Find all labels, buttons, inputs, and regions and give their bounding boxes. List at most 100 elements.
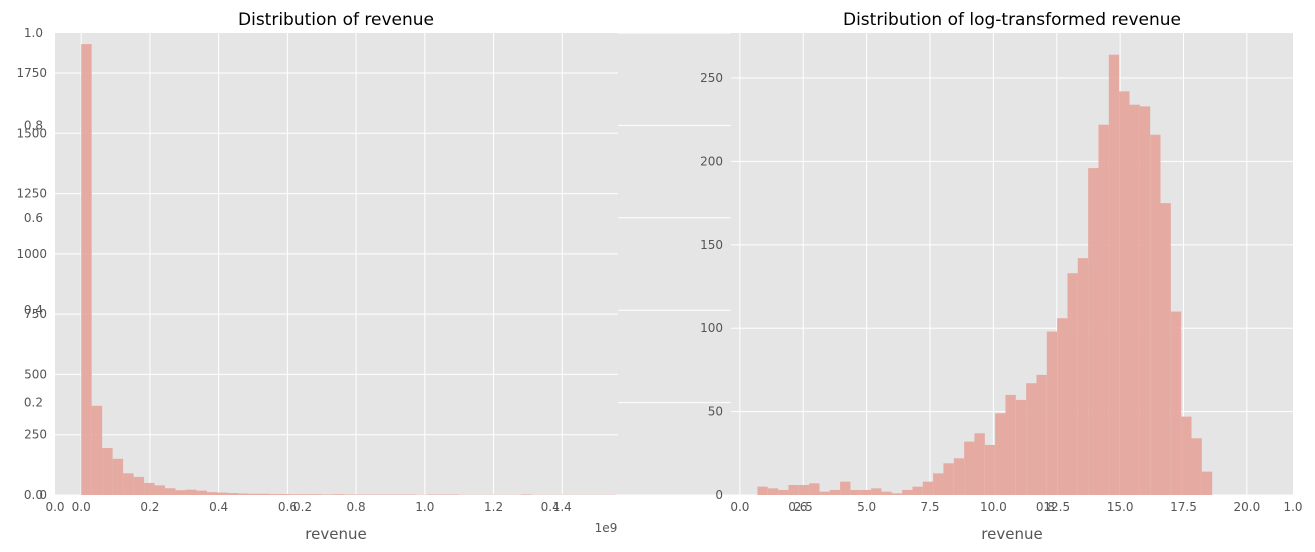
revenue-x-tick-label: 0.8 bbox=[347, 500, 366, 514]
log-revenue-histogram: 0.0 2.5 5.0 7.5 10.0 12.5 15.0 17.5 20.0 0 50 100 1… bbox=[700, 10, 1293, 543]
log-revenue-y-tick-label: 200 bbox=[700, 154, 723, 168]
revenue-x-tick-label: 0.0 bbox=[72, 500, 91, 514]
log-revenue-bar bbox=[984, 444, 996, 495]
revenue-y-tick-label: 500 bbox=[24, 367, 47, 381]
revenue-plot-area bbox=[55, 33, 618, 495]
revenue-bar bbox=[206, 492, 218, 495]
log-revenue-bar bbox=[922, 481, 934, 495]
background-y-tick-label: 0.0 bbox=[24, 488, 43, 502]
log-revenue-bar bbox=[1108, 54, 1120, 495]
log-revenue-x-tick-label: 10.0 bbox=[980, 500, 1007, 514]
background-x-tick-label: 0.8 bbox=[1036, 500, 1055, 514]
background-y-tick-label: 0.4 bbox=[24, 303, 43, 317]
revenue-y-tick-label: 1250 bbox=[16, 187, 47, 201]
log-revenue-bar bbox=[871, 488, 882, 495]
revenue-x-axis-label: revenue bbox=[305, 525, 366, 543]
log-revenue-bar bbox=[1046, 331, 1058, 495]
log-revenue-bar bbox=[1139, 106, 1151, 495]
revenue-bar bbox=[81, 44, 92, 495]
background-y-tick-label: 0.2 bbox=[24, 396, 43, 410]
revenue-bar bbox=[175, 490, 186, 495]
revenue-x-tick-label: 0.6 bbox=[278, 500, 297, 514]
log-revenue-bar bbox=[1026, 383, 1037, 495]
revenue-bar bbox=[227, 493, 239, 495]
revenue-x-ticks: 0.0 0.2 0.4 0.6 0.8 1.0 1.2 1.4 bbox=[72, 500, 572, 514]
log-revenue-y-ticks: 0 50 100 150 200 250 bbox=[700, 71, 723, 502]
revenue-bar bbox=[165, 488, 176, 495]
log-revenue-bar bbox=[1191, 438, 1202, 495]
revenue-y-tick-label: 1000 bbox=[16, 247, 47, 261]
log-revenue-bar bbox=[1160, 203, 1171, 495]
log-revenue-bar bbox=[1098, 124, 1109, 495]
log-revenue-y-tick-label: 50 bbox=[708, 405, 723, 419]
log-revenue-bar bbox=[788, 484, 799, 495]
log-revenue-bar bbox=[809, 483, 820, 495]
log-revenue-bar bbox=[1088, 168, 1099, 495]
log-revenue-bar bbox=[902, 489, 913, 495]
log-revenue-bar bbox=[1181, 416, 1192, 495]
revenue-x-offset-label: 1e9 bbox=[595, 521, 618, 535]
log-revenue-bar bbox=[964, 441, 975, 495]
revenue-bar bbox=[269, 494, 281, 495]
log-revenue-x-axis-label: revenue bbox=[981, 525, 1042, 543]
log-revenue-bar bbox=[1067, 273, 1078, 495]
background-x-tick-label: 1.0 bbox=[1283, 500, 1302, 514]
revenue-y-tick-label: 1500 bbox=[16, 126, 47, 140]
background-x-tick-label: 0.0 bbox=[45, 500, 64, 514]
revenue-chart-title: Distribution of revenue bbox=[238, 10, 434, 30]
log-revenue-bar bbox=[881, 491, 892, 495]
log-revenue-x-tick-label: 12.5 bbox=[1043, 500, 1070, 514]
revenue-bar bbox=[102, 447, 113, 495]
log-revenue-bar bbox=[1036, 374, 1047, 495]
background-y-tick-label: 0.6 bbox=[24, 211, 43, 225]
log-revenue-y-tick-label: 0 bbox=[715, 488, 723, 502]
log-revenue-bar bbox=[953, 458, 965, 495]
log-revenue-bar bbox=[1057, 318, 1068, 495]
log-revenue-x-tick-label: 7.5 bbox=[920, 500, 939, 514]
log-revenue-bar bbox=[1005, 394, 1016, 495]
log-revenue-y-tick-label: 150 bbox=[700, 238, 723, 252]
log-revenue-bar bbox=[767, 488, 779, 495]
log-revenue-bar bbox=[1129, 104, 1140, 495]
revenue-x-tick-label: 0.4 bbox=[209, 500, 228, 514]
log-revenue-bar bbox=[1015, 399, 1027, 495]
revenue-bar bbox=[301, 494, 312, 495]
revenue-x-tick-label: 1.4 bbox=[553, 500, 572, 514]
log-revenue-y-tick-label: 100 bbox=[700, 321, 723, 335]
background-axes-ticks: 0.0 0.2 0.4 0.6 0.8 1.0 0.0 0.2 0.4 0.6 0.8 1.0 bbox=[24, 26, 1303, 514]
revenue-grid bbox=[55, 33, 618, 496]
revenue-y-tick-label: 1750 bbox=[16, 66, 47, 80]
revenue-bar bbox=[91, 405, 103, 495]
log-revenue-bars bbox=[757, 54, 1213, 496]
revenue-bar bbox=[217, 492, 228, 495]
revenue-bars bbox=[81, 44, 616, 495]
log-revenue-bar bbox=[850, 489, 861, 495]
log-revenue-chart-title: Distribution of log-transformed revenue bbox=[843, 10, 1181, 30]
log-revenue-bar bbox=[1150, 134, 1161, 496]
revenue-y-tick-label: 0 bbox=[39, 488, 47, 502]
revenue-bar bbox=[259, 493, 270, 495]
log-revenue-bar bbox=[819, 491, 830, 495]
log-revenue-x-tick-label: 15.0 bbox=[1107, 500, 1134, 514]
revenue-x-tick-label: 1.0 bbox=[415, 500, 434, 514]
revenue-bar bbox=[144, 482, 155, 495]
revenue-bar bbox=[196, 490, 207, 495]
log-revenue-bar bbox=[798, 484, 810, 495]
revenue-histogram: 0.0 0.2 0.4 0.6 0.8 1.0 1.2 1.4 0 250 500 750 1000 1… bbox=[16, 10, 618, 543]
revenue-bar bbox=[185, 489, 197, 495]
background-y-tick-label: 1.0 bbox=[24, 26, 43, 40]
log-revenue-bar bbox=[840, 481, 851, 495]
log-revenue-bar bbox=[1201, 471, 1213, 495]
revenue-x-tick-label: 1.2 bbox=[484, 500, 503, 514]
log-revenue-x-tick-label: 17.5 bbox=[1170, 500, 1197, 514]
revenue-bar bbox=[133, 476, 145, 495]
log-revenue-bar bbox=[891, 493, 903, 495]
background-y-tick-label: 0.8 bbox=[24, 118, 43, 132]
log-revenue-bar bbox=[829, 489, 841, 495]
revenue-x-tick-label: 0.2 bbox=[140, 500, 159, 514]
log-revenue-bar bbox=[757, 486, 768, 495]
log-revenue-bar bbox=[943, 463, 954, 495]
revenue-bar bbox=[290, 494, 302, 495]
log-revenue-bar bbox=[912, 486, 923, 495]
